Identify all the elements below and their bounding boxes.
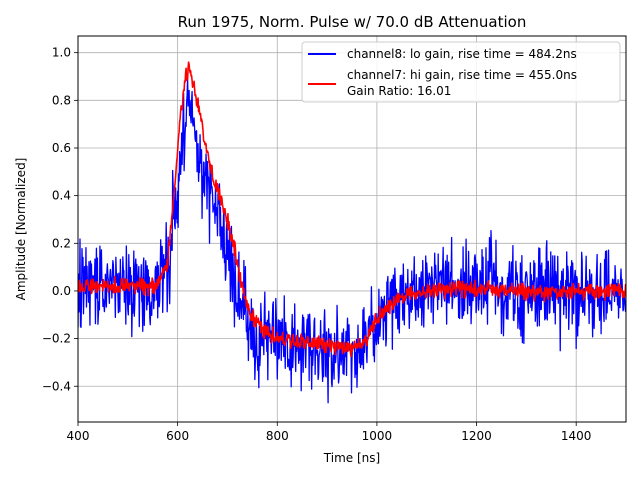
x-tick-label: 1400 [561, 429, 592, 443]
x-tick-label: 800 [266, 429, 289, 443]
y-tick-label: 0.0 [52, 284, 71, 298]
axes-frame [77, 35, 627, 423]
y-axis-label: Amplitude [Normalized] [14, 158, 28, 301]
y-tick-label: −0.4 [42, 379, 71, 393]
y-tick-label: 0.2 [52, 236, 71, 250]
y-tick-label: 0.4 [52, 189, 71, 203]
series-layer [78, 61, 626, 404]
legend-label-channel7: channel7: hi gain, rise time = 455.0ns [347, 68, 577, 82]
legend: channel8: lo gain, rise time = 484.2ns c… [301, 41, 621, 103]
series-line-channel7 [78, 61, 626, 358]
y-tick-label: 0.8 [52, 93, 71, 107]
x-tick-label: 1200 [461, 429, 492, 443]
chart-title: Run 1975, Norm. Pulse w/ 70.0 dB Attenua… [178, 13, 527, 31]
y-tick-label: 0.6 [52, 141, 71, 155]
x-tick-label: 400 [67, 429, 90, 443]
x-tick-label: 1000 [362, 429, 393, 443]
x-axis-label: Time [ns] [323, 451, 380, 465]
series-line-channel8 [78, 77, 626, 404]
y-axis-ticks: −0.4 −0.2 0.0 0.2 0.4 0.6 0.8 1.0 [42, 46, 78, 393]
x-axis-ticks: 400 600 800 1000 1200 1400 [67, 422, 592, 443]
legend-label-channel8: channel8: lo gain, rise time = 484.2ns [347, 47, 577, 61]
x-tick-label: 600 [166, 429, 189, 443]
y-tick-label: 1.0 [52, 46, 71, 60]
legend-box [301, 41, 621, 103]
legend-gain-ratio: Gain Ratio: 16.01 [347, 84, 451, 98]
y-tick-label: −0.2 [42, 332, 71, 346]
